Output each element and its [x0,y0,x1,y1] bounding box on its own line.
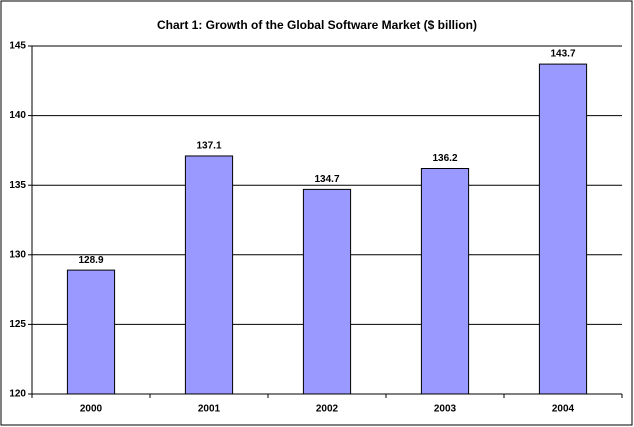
bar [420,167,470,395]
x-tick-label: 2000 [80,404,103,415]
data-label: 134.7 [314,174,339,185]
y-tick-label: 135 [9,180,26,191]
bar [184,155,234,395]
y-tick-label: 125 [9,319,26,330]
data-label: 136.2 [432,153,457,164]
data-label: 128.9 [78,255,103,266]
x-tick-label: 2003 [434,404,457,415]
chart-title: Chart 1: Growth of the Global Software M… [157,18,477,32]
bar [302,188,352,395]
x-tick-label: 2002 [316,404,339,415]
x-tick-label: 2001 [198,404,221,415]
y-tick-label: 140 [9,110,26,121]
bar [66,269,116,395]
data-label: 143.7 [550,49,575,60]
y-tick-label: 130 [9,249,26,260]
x-tick-label: 2004 [552,404,575,415]
bar [538,63,588,395]
y-tick-label: 145 [9,41,26,52]
y-tick-label: 120 [9,389,26,400]
data-label: 137.1 [196,141,221,152]
